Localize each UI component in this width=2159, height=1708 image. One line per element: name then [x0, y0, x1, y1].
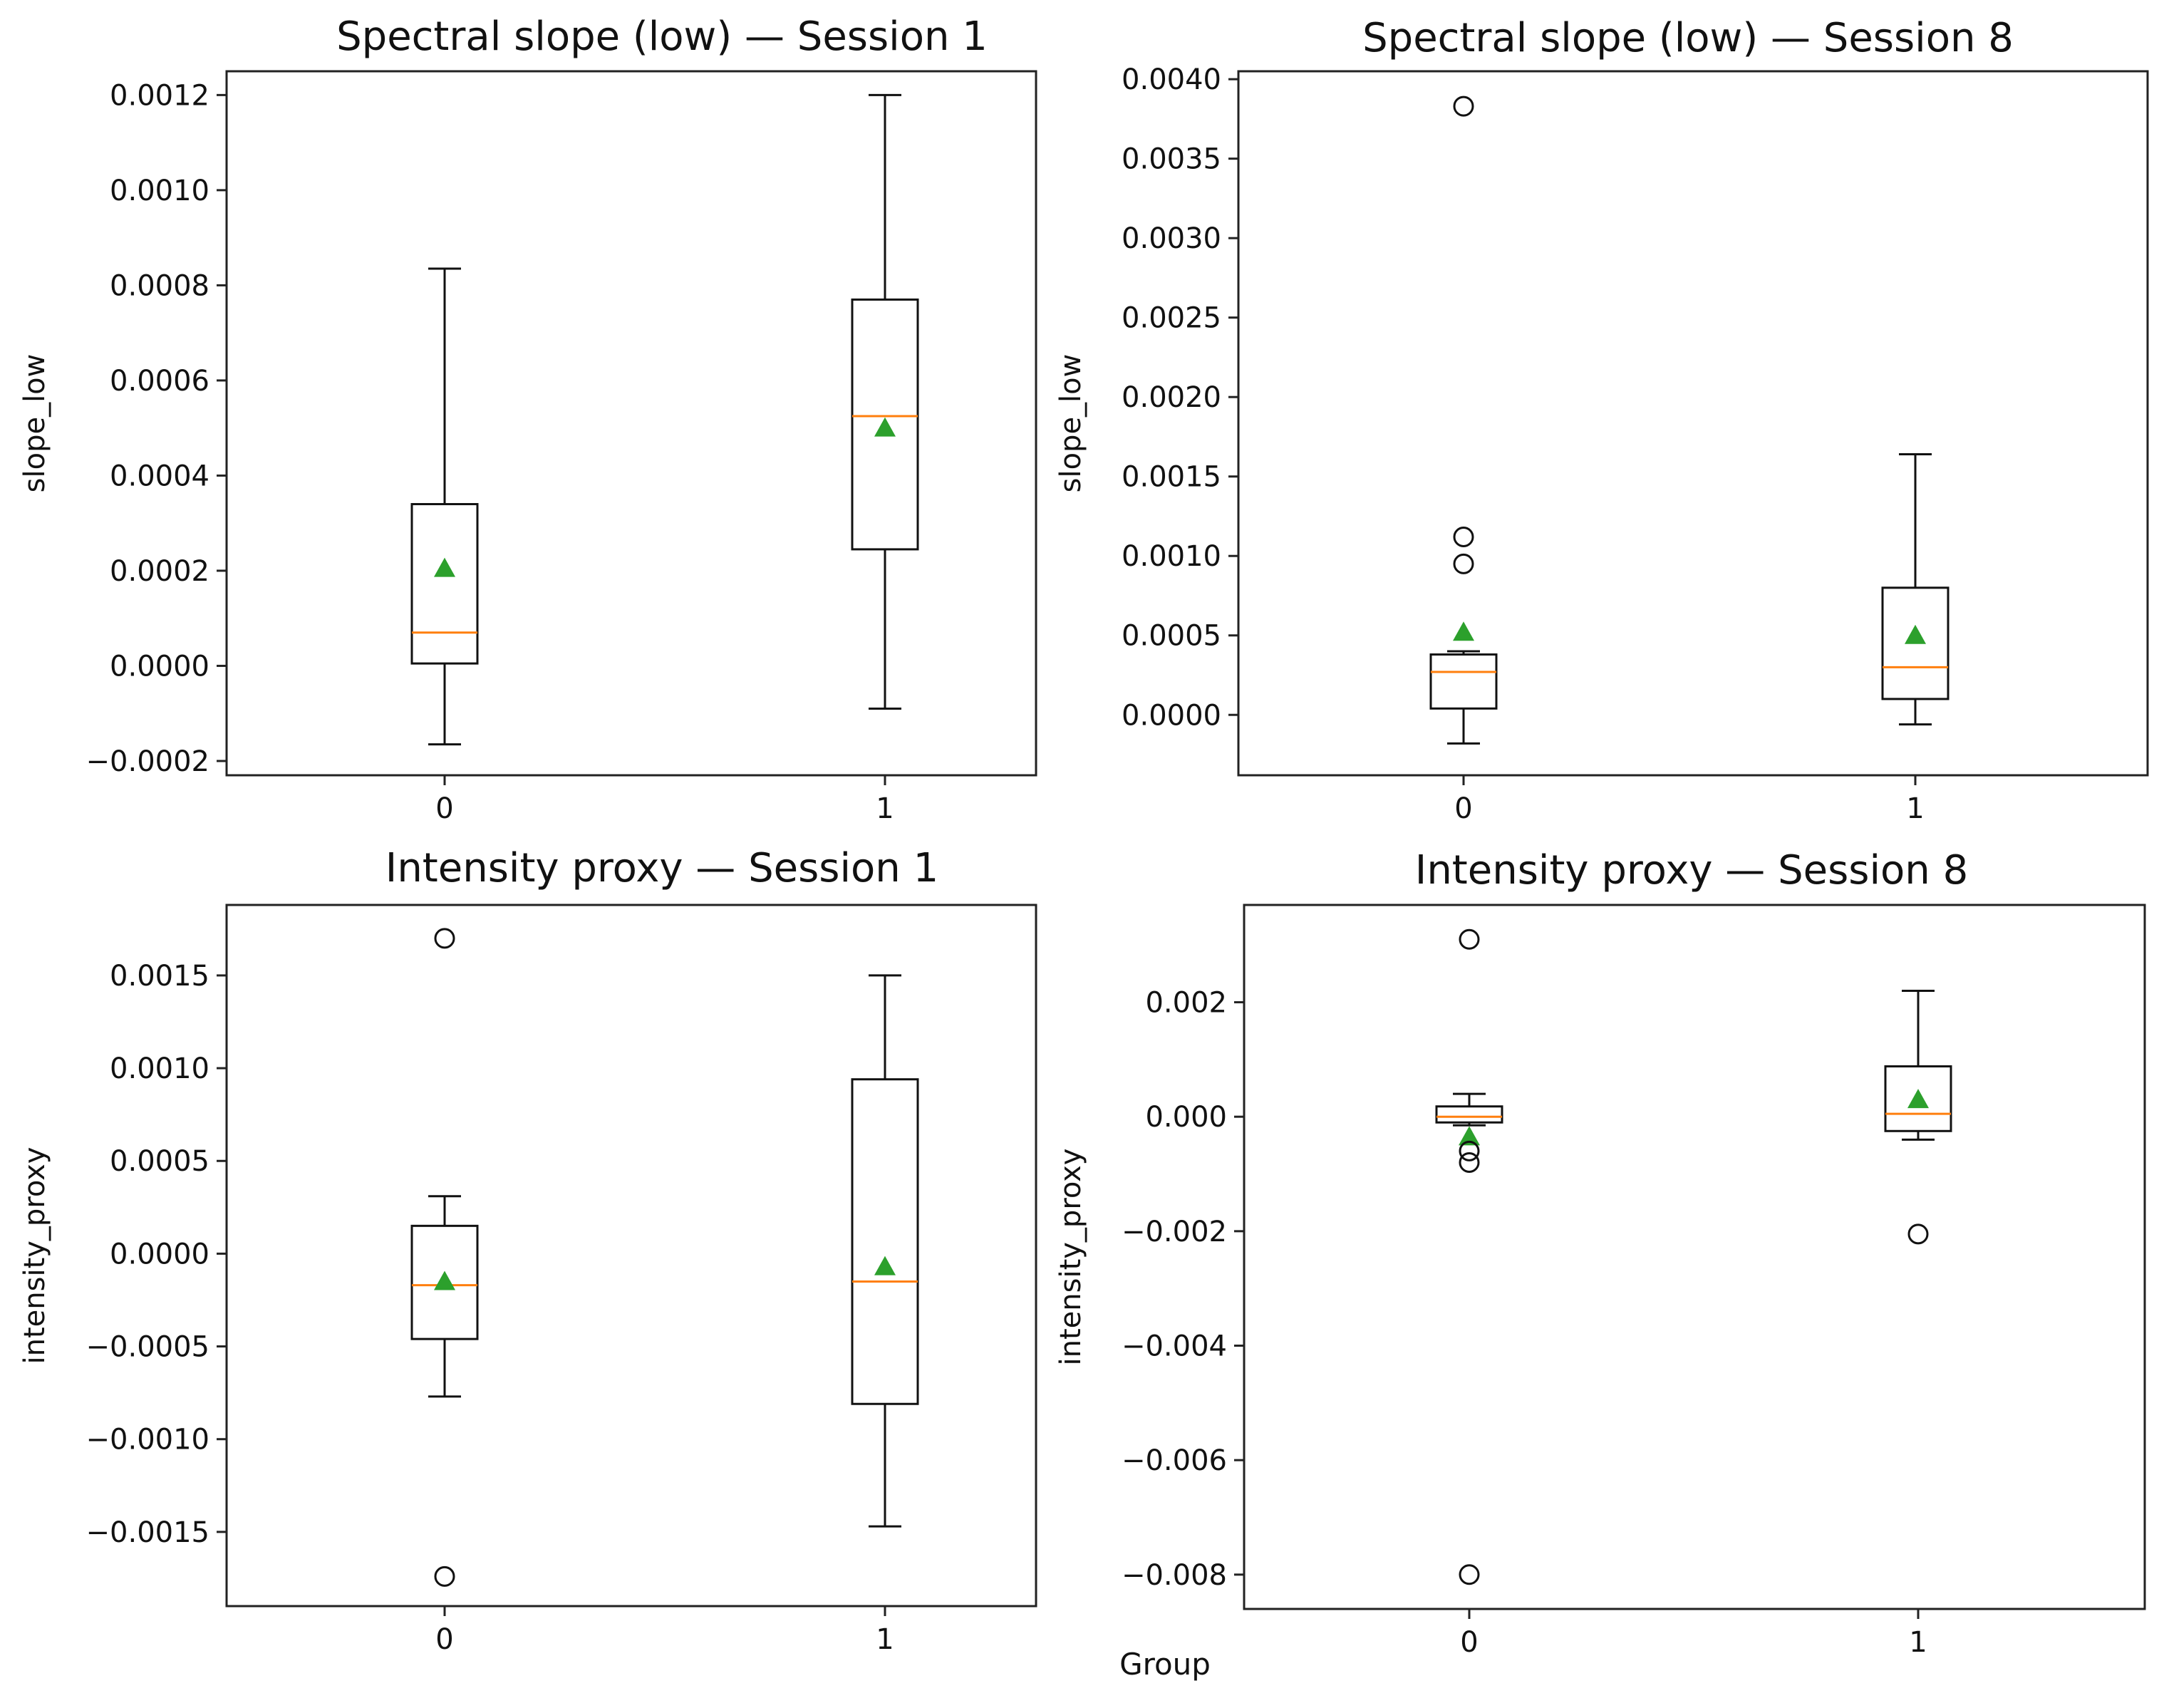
axes-frame [225, 904, 1037, 1608]
subplot-title: Spectral slope (low) — Session 8 [1362, 15, 2014, 61]
y-tick-label: −0.0010 [86, 1424, 209, 1456]
y-tick-label: 0.0010 [110, 1052, 209, 1085]
y-tick-label: −0.0005 [86, 1331, 209, 1364]
subplot-3: Intensity proxy — Session 1 intensity_pro… [19, 845, 1037, 1656]
box-group-0 [410, 267, 479, 746]
box-group-1 [1881, 452, 1950, 726]
outlier-point [1459, 928, 1480, 950]
box-group-0 [1429, 95, 1498, 745]
y-tick-label: 0.0020 [1122, 381, 1221, 414]
y-axis-label: intensity_proxy [1055, 1149, 1087, 1366]
figure-x-axis-label: Group [1119, 1647, 1211, 1682]
iqr-box [410, 1224, 479, 1340]
y-tick-label: 0.000 [1145, 1101, 1227, 1134]
mean-marker [1453, 621, 1474, 641]
x-tick-label: 1 [876, 792, 894, 825]
outlier-point [1459, 1151, 1480, 1173]
y-tick-label: 0.0040 [1122, 63, 1221, 96]
y-tick-label: 0.0015 [1122, 461, 1221, 494]
y-axis-label: slope_low [19, 354, 51, 493]
y-tick-label: 0.0008 [110, 269, 209, 302]
axes-frame [1243, 904, 2146, 1610]
y-tick-label: 0.0005 [110, 1145, 209, 1178]
x-tick-label: 1 [876, 1623, 894, 1656]
box-group-1 [851, 93, 919, 710]
y-axis-label: slope_low [1055, 354, 1087, 493]
y-tick-label: 0.0002 [110, 555, 209, 588]
y-tick-label: 0.0000 [110, 1238, 209, 1270]
y-tick-label: 0.0015 [110, 960, 209, 993]
box-group-0 [1435, 928, 1503, 1585]
y-tick-label: −0.0015 [86, 1516, 209, 1549]
y-tick-label: −0.002 [1122, 1216, 1227, 1248]
axes-frame [1237, 70, 2149, 777]
mean-marker [434, 1270, 455, 1290]
y-tick-label: 0.0035 [1122, 143, 1221, 176]
iqr-box [1429, 653, 1498, 710]
outlier-point [434, 928, 455, 949]
subplot-title: Intensity proxy — Session 8 [1415, 847, 1968, 894]
outlier-point [1907, 1223, 1929, 1245]
outlier-point [1453, 95, 1474, 117]
mean-marker [1907, 1089, 1929, 1109]
outlier-point [1459, 1564, 1480, 1585]
subplot-4: Intensity proxy — Session 8 intensity_pro… [1055, 847, 2146, 1659]
mean-marker [874, 1256, 896, 1275]
mean-marker [434, 557, 455, 577]
y-tick-label: −0.0002 [86, 745, 209, 778]
iqr-box [1884, 1065, 1952, 1132]
x-tick-label: 0 [435, 792, 453, 825]
y-tick-label: 0.0000 [110, 650, 209, 683]
y-tick-label: 0.0005 [1122, 620, 1221, 653]
y-tick-label: −0.004 [1122, 1330, 1227, 1363]
x-tick-label: 0 [1460, 1626, 1478, 1659]
mean-marker [1905, 624, 1926, 644]
axes-frame [225, 70, 1037, 777]
iqr-box [1881, 586, 1950, 700]
subplot-2: Spectral slope (low) — Session 8 slope_lo… [1055, 15, 2149, 825]
x-tick-label: 1 [1906, 792, 1924, 825]
outlier-point [1459, 1140, 1480, 1161]
y-tick-label: −0.006 [1122, 1444, 1227, 1477]
subplot-title: Intensity proxy — Session 1 [385, 845, 938, 891]
box-group-1 [1884, 989, 1952, 1245]
x-tick-label: 0 [435, 1623, 453, 1656]
iqr-box [851, 1078, 919, 1405]
outlier-point [1453, 553, 1474, 574]
outlier-point [1453, 526, 1474, 547]
x-tick-label: 0 [1454, 792, 1472, 825]
mean-marker [1459, 1126, 1480, 1146]
y-tick-label: 0.0006 [110, 365, 209, 398]
y-tick-label: 0.002 [1145, 987, 1227, 1020]
y-tick-label: 0.0000 [1122, 699, 1221, 732]
iqr-box [410, 502, 479, 665]
iqr-box [851, 298, 919, 551]
box-group-1 [851, 974, 919, 1528]
outlier-point [434, 1565, 455, 1587]
y-axis-label: intensity_proxy [19, 1147, 51, 1365]
x-tick-label: 1 [1909, 1626, 1927, 1659]
y-tick-label: 0.0030 [1122, 222, 1221, 255]
mean-marker [874, 417, 896, 437]
subplot-title: Spectral slope (low) — Session 1 [336, 14, 988, 60]
subplot-1: Spectral slope (low) — Session 1 slope_lo… [19, 14, 1037, 825]
y-tick-label: 0.0010 [110, 175, 209, 207]
y-tick-label: −0.008 [1122, 1559, 1227, 1592]
box-group-0 [410, 928, 479, 1587]
y-tick-label: 0.0012 [110, 79, 209, 112]
y-tick-label: 0.0010 [1122, 540, 1221, 573]
y-tick-label: 0.0004 [110, 460, 209, 492]
y-tick-label: 0.0025 [1122, 302, 1221, 335]
iqr-box [1435, 1105, 1503, 1124]
